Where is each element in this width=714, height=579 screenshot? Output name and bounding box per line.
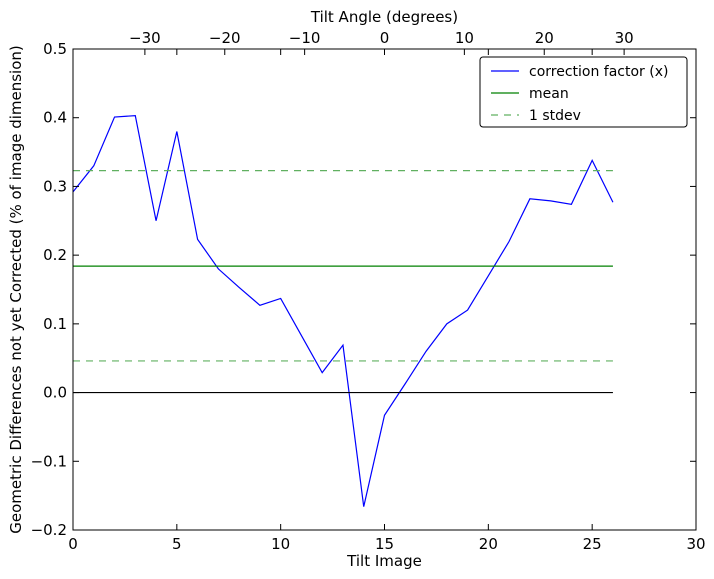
y-tick-label: 0.1 — [43, 315, 67, 333]
legend-label: mean — [529, 86, 569, 102]
x-tick-label: 25 — [583, 535, 602, 553]
x-tick-label: 10 — [271, 535, 290, 553]
x-axis-title: Tilt Image — [346, 552, 422, 570]
legend: correction factor (x) mean 1 stdev — [479, 56, 688, 128]
top-x-tick-label: −10 — [289, 29, 321, 47]
top-x-tick-label: −20 — [209, 29, 241, 47]
legend-box — [479, 56, 688, 128]
y-tick-label: −0.1 — [31, 452, 67, 470]
x-tick-label: 0 — [68, 535, 78, 553]
y-tick-label: 0.4 — [43, 109, 67, 127]
top-x-tick-label: −30 — [129, 29, 161, 47]
y-tick-label: −0.2 — [31, 521, 67, 539]
y-tick-label: 0.2 — [43, 246, 67, 264]
x-tick-label: 30 — [686, 535, 705, 553]
top-x-tick-label: 20 — [535, 29, 554, 47]
top-x-tick-label: 0 — [380, 29, 390, 47]
series-layer — [72, 115, 614, 507]
legend-label: 1 stdev — [529, 108, 581, 124]
x-tick-label: 15 — [375, 535, 394, 553]
y-tick-label: 0.0 — [43, 384, 67, 402]
y-tick-label: 0.3 — [43, 177, 67, 195]
top-x-tick-label: 30 — [615, 29, 634, 47]
y-tick-label: 0.5 — [43, 40, 67, 58]
x-tick-label: 20 — [479, 535, 498, 553]
ticks-layer: 0 5 10 15 20 25 30 −30 −20 −10 0 10 20 30 −0.2 −0.1 0.0 0… — [31, 29, 706, 553]
legend-label: correction factor (x) — [529, 64, 668, 80]
x-tick-label: 5 — [172, 535, 182, 553]
top-x-axis-title: Tilt Angle (degrees) — [310, 8, 458, 26]
series-line-correction-factor-x — [72, 115, 614, 507]
y-axis-title: Geometric Differences not yet Corrected … — [7, 45, 25, 534]
top-x-tick-label: 10 — [455, 29, 474, 47]
